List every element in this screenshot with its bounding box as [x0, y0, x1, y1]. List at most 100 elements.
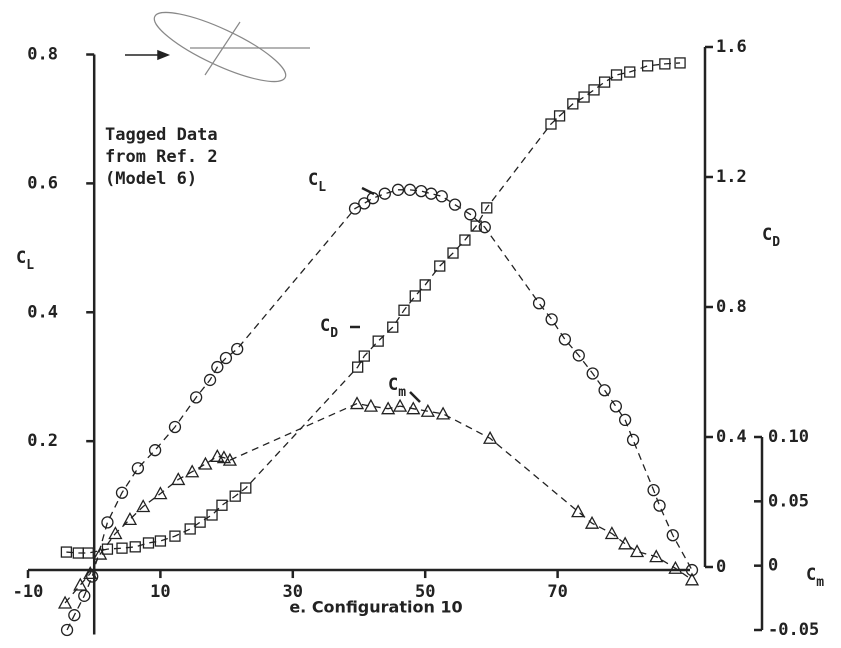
- marker: [194, 516, 206, 528]
- marker: [348, 202, 362, 215]
- y2-tick-label: 1.6: [716, 37, 747, 57]
- marker: [57, 595, 73, 609]
- marker: [685, 563, 699, 577]
- marker: [131, 462, 145, 475]
- arrow: [125, 49, 171, 61]
- marker: [578, 91, 590, 103]
- marker: [216, 450, 232, 464]
- marker: [481, 202, 493, 214]
- y3-axis-label-main: C: [806, 565, 816, 585]
- marker: [198, 456, 213, 470]
- marker: [419, 279, 431, 291]
- y-tick-label: 0.4: [27, 302, 58, 322]
- marker: [464, 208, 477, 221]
- marker: [60, 546, 73, 558]
- marker: [668, 560, 683, 574]
- y-axis-label-sub: L: [26, 258, 34, 273]
- marker: [598, 76, 611, 88]
- marker: [647, 483, 660, 497]
- marker: [168, 420, 182, 434]
- marker: [459, 234, 471, 246]
- marker: [392, 398, 408, 412]
- curve-label-sub: L: [318, 180, 326, 195]
- marker: [115, 486, 129, 499]
- marker: [219, 351, 233, 365]
- marker: [482, 430, 498, 444]
- marker: [349, 396, 365, 410]
- y2-axis-label: CD: [762, 225, 780, 250]
- marker: [420, 403, 435, 417]
- curve-label-main: C: [388, 375, 398, 395]
- y3-tick-label: 0.05: [768, 491, 809, 511]
- marker: [571, 504, 586, 518]
- marker: [588, 84, 600, 96]
- marker: [653, 499, 666, 512]
- y-tick-label: 0.6: [27, 173, 58, 193]
- marker: [398, 304, 410, 316]
- x-tick-label: 50: [415, 582, 435, 602]
- marker: [478, 221, 491, 234]
- y3-tick-label: -0.05: [768, 620, 819, 640]
- curve-label: CD: [320, 316, 338, 341]
- marker: [82, 547, 94, 559]
- marker: [129, 541, 141, 553]
- curve-label-main: C: [308, 170, 318, 190]
- marker: [93, 546, 108, 560]
- marker: [666, 529, 679, 542]
- marker: [448, 198, 462, 211]
- marker: [598, 384, 611, 397]
- y2-tick-label: 0: [716, 557, 726, 577]
- marker: [122, 511, 138, 525]
- marker: [604, 526, 619, 540]
- y2-axis-label-sub: D: [772, 235, 780, 250]
- marker: [169, 530, 181, 542]
- marker: [210, 448, 225, 462]
- marker: [222, 452, 238, 466]
- marker: [83, 566, 98, 580]
- marker: [381, 401, 396, 415]
- y3-axis-label-sub: m: [816, 575, 824, 590]
- marker: [584, 515, 600, 529]
- marker: [229, 490, 241, 502]
- marker: [447, 247, 459, 259]
- marker: [73, 577, 88, 591]
- marker: [659, 58, 671, 70]
- marker: [391, 183, 405, 196]
- y-tick-label: 0.8: [27, 45, 58, 65]
- marker: [206, 509, 218, 521]
- curve-label: Cm: [388, 375, 406, 400]
- marker: [545, 313, 558, 326]
- marker: [532, 297, 546, 310]
- marker: [108, 526, 123, 540]
- marker: [610, 69, 623, 81]
- note-line: Tagged Data: [105, 125, 218, 145]
- marker: [60, 623, 74, 637]
- marker: [618, 413, 632, 427]
- marker: [240, 482, 252, 494]
- marker: [211, 360, 224, 374]
- marker: [231, 342, 244, 356]
- marker: [154, 535, 167, 547]
- y-axis-label-main: C: [16, 248, 26, 268]
- marker: [470, 220, 482, 232]
- curve-arrow: [361, 186, 375, 196]
- series-line: [64, 402, 693, 604]
- marker: [649, 549, 664, 563]
- x-tick-label: 10: [150, 582, 170, 602]
- marker: [363, 398, 379, 412]
- curve-label-sub: m: [398, 385, 406, 400]
- airfoil-sketch: [153, 11, 310, 83]
- marker: [184, 523, 196, 535]
- y3-tick-label: 0.10: [768, 427, 809, 447]
- y2-tick-label: 0.4: [716, 427, 747, 447]
- marker: [609, 400, 623, 413]
- series-line: [66, 62, 681, 554]
- marker: [545, 118, 557, 130]
- marker: [203, 373, 217, 387]
- marker: [572, 349, 585, 362]
- series-line: [66, 189, 693, 631]
- caption: e. Configuration 10: [289, 598, 462, 617]
- y-tick-label: 0.2: [27, 431, 58, 451]
- marker: [387, 321, 399, 333]
- y3-axis-label: Cm: [806, 565, 824, 590]
